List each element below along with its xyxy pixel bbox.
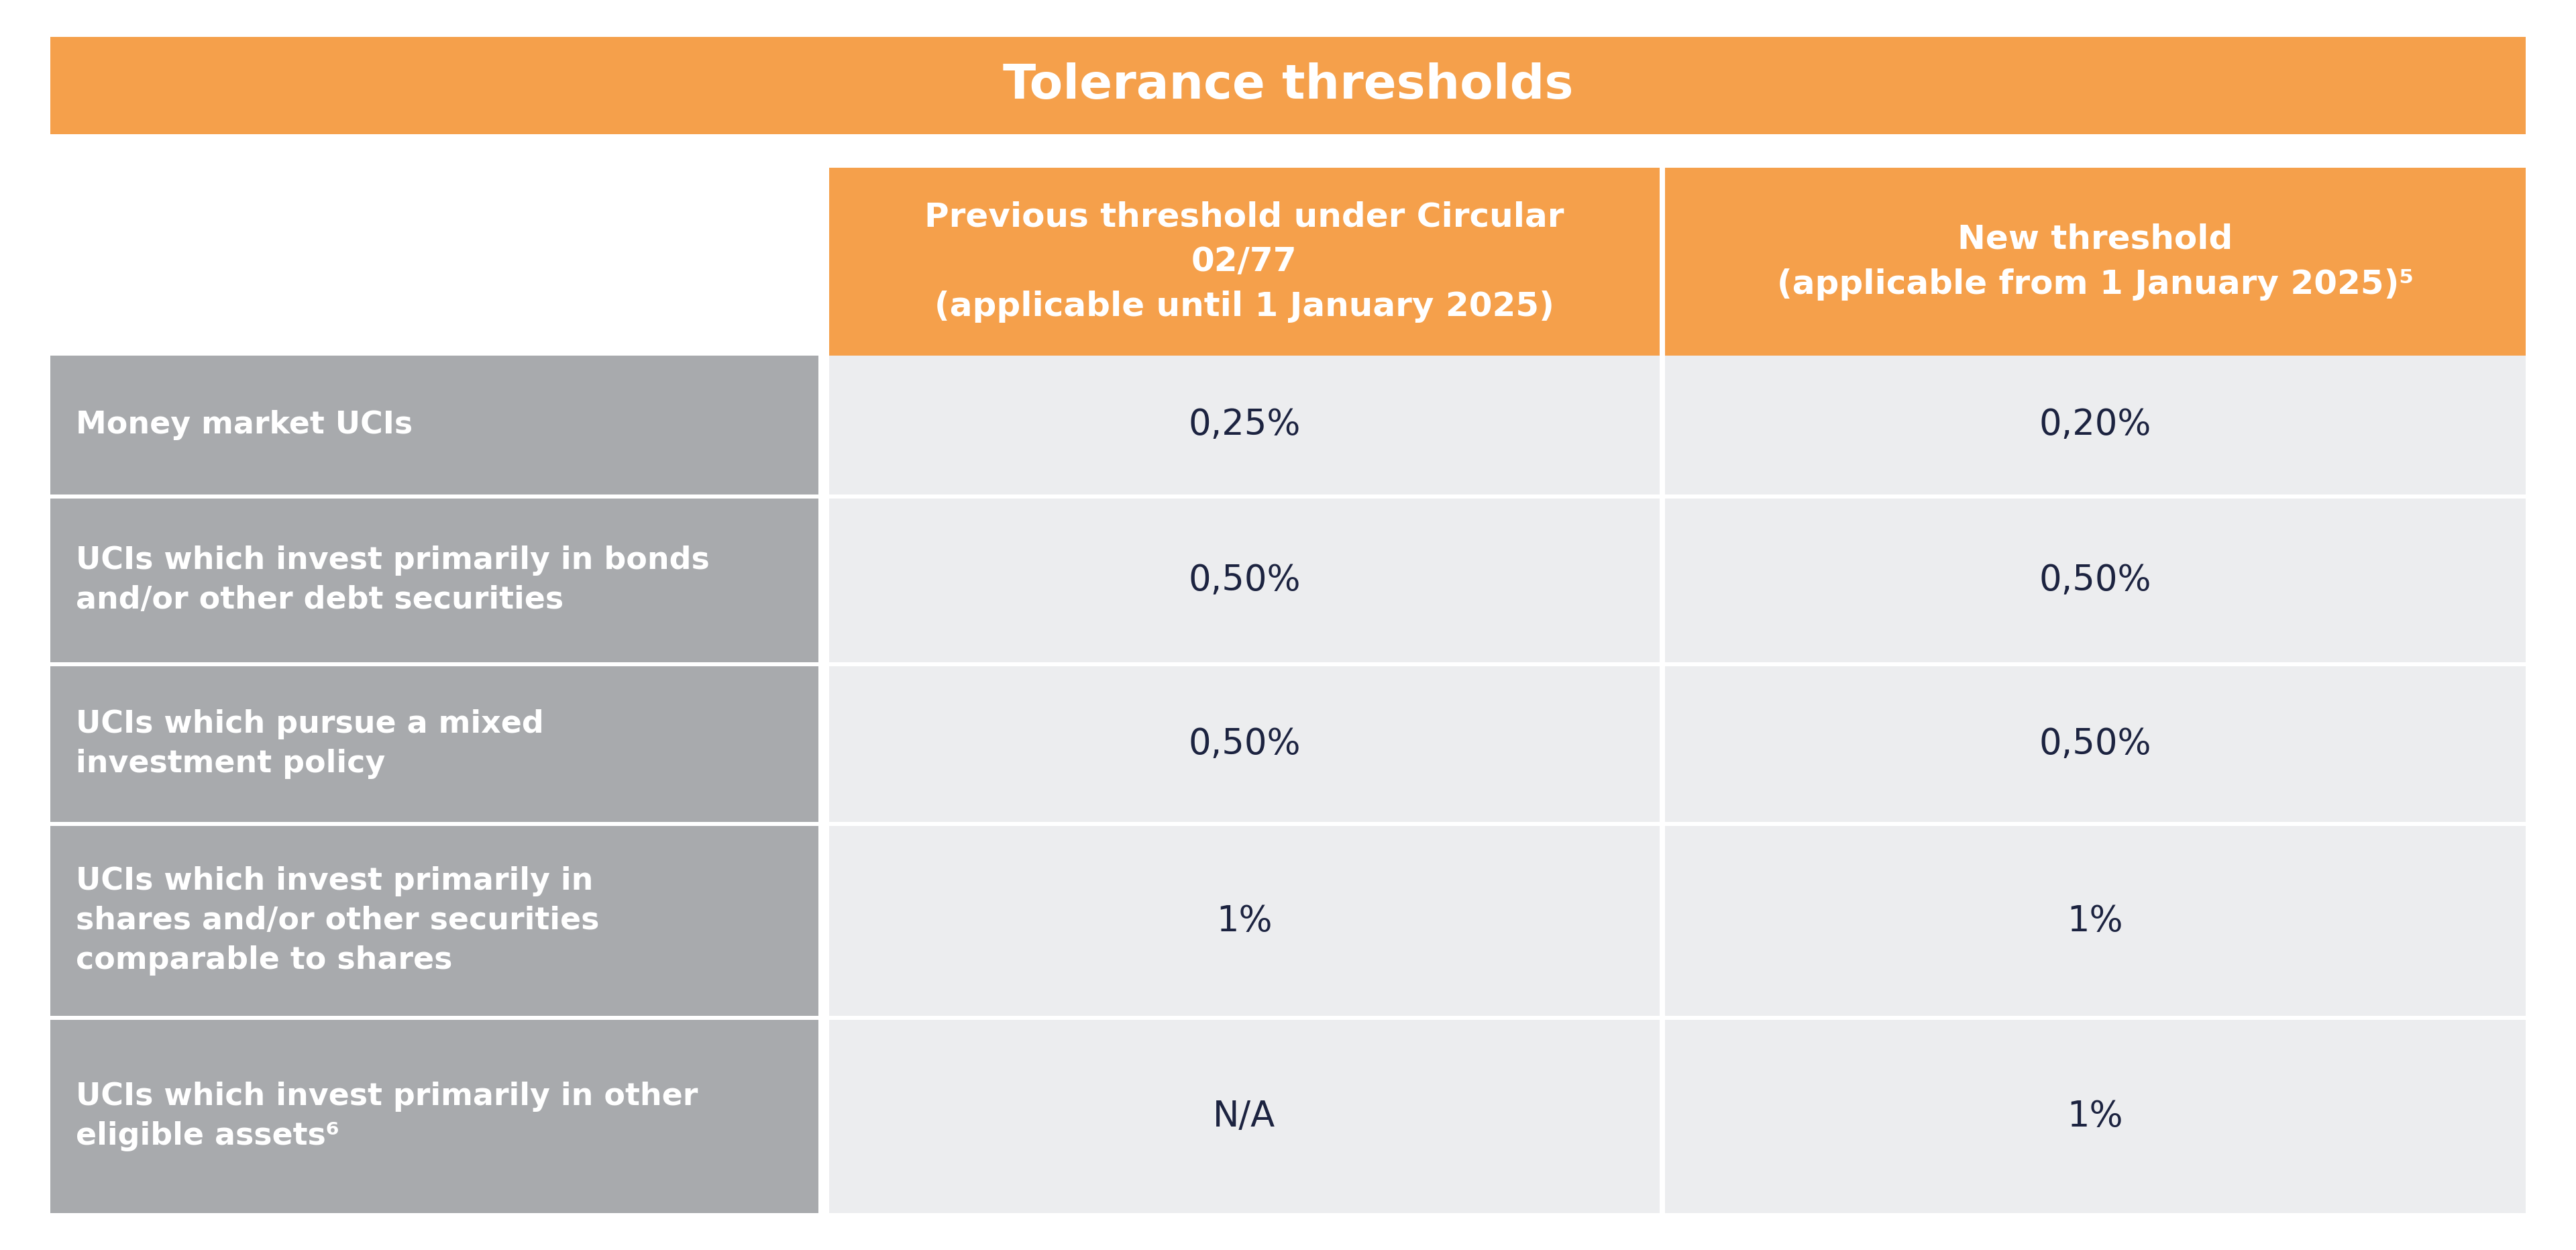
Text: 1%: 1% [1216,904,1273,939]
Bar [52,355,819,495]
Bar [1664,1020,2524,1212]
Bar [1664,355,2524,495]
Text: UCIs which invest primarily in bonds
and/or other debt securities: UCIs which invest primarily in bonds and… [75,545,708,615]
Text: UCIs which pursue a mixed
investment policy: UCIs which pursue a mixed investment pol… [75,710,544,779]
Bar [829,1020,1659,1212]
Text: 0,50%: 0,50% [1188,562,1301,598]
Text: 0,25%: 0,25% [1188,408,1301,443]
Text: New threshold
(applicable from 1 January 2025)⁵: New threshold (applicable from 1 January… [1777,222,2414,300]
Bar [829,666,1659,822]
Bar [52,826,819,1015]
Bar [52,499,819,662]
Bar [52,666,819,822]
Text: UCIs which invest primarily in
shares and/or other securities
comparable to shar: UCIs which invest primarily in shares an… [75,866,600,975]
Text: 1%: 1% [2066,1099,2123,1134]
Text: 0,50%: 0,50% [2040,562,2151,598]
Bar [829,499,1659,662]
Bar [1664,168,2524,355]
Text: 0,50%: 0,50% [1188,727,1301,761]
Bar [1664,499,2524,662]
Bar [829,826,1659,1015]
Bar [829,355,1659,495]
Text: Tolerance thresholds: Tolerance thresholds [1002,62,1574,109]
Text: N/A: N/A [1213,1099,1275,1134]
Text: Previous threshold under Circular
02/77
(applicable until 1 January 2025): Previous threshold under Circular 02/77 … [925,200,1564,322]
Bar [1664,666,2524,822]
Bar [1664,826,2524,1015]
Bar [52,1020,819,1212]
Bar [52,38,2524,134]
Bar [829,168,1659,355]
Text: Money market UCIs: Money market UCIs [75,410,412,440]
Text: 0,20%: 0,20% [2040,408,2151,443]
Text: UCIs which invest primarily in other
eligible assets⁶: UCIs which invest primarily in other eli… [75,1081,698,1151]
Text: 0,50%: 0,50% [2040,727,2151,761]
Text: 1%: 1% [2066,904,2123,939]
